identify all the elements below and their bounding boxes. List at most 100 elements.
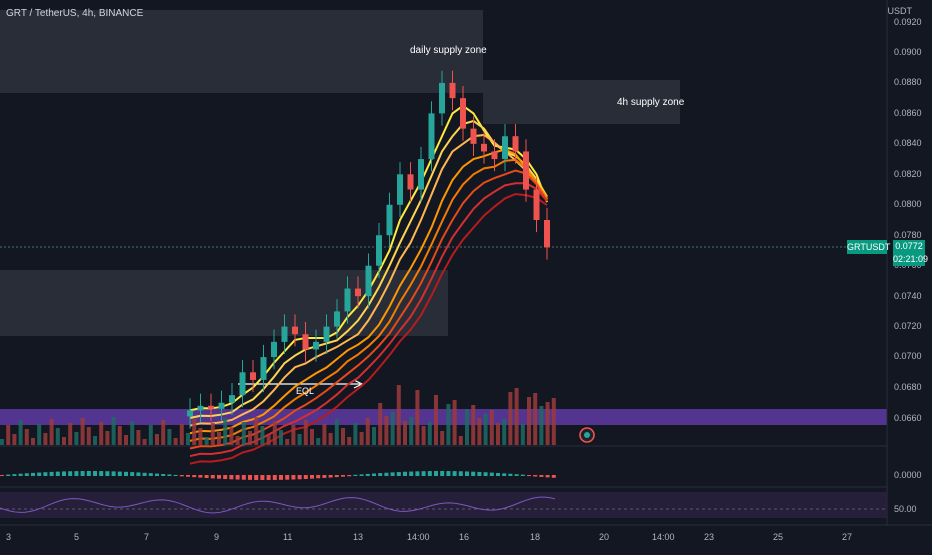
candle: [491, 151, 498, 160]
candle: [323, 326, 330, 342]
macd-bar: [49, 471, 54, 476]
time-tick-label: 25: [773, 532, 784, 542]
volume-bar: [210, 423, 215, 445]
volume-bar: [390, 412, 395, 445]
macd-bar: [372, 473, 376, 476]
volume-bar: [179, 424, 184, 445]
macd-bar: [37, 472, 42, 476]
macd-bar: [80, 471, 85, 476]
macd-bar: [155, 473, 159, 476]
volume-bar: [347, 437, 352, 445]
volume-bar: [31, 438, 35, 445]
macd-bar: [334, 475, 339, 478]
volume-bar: [483, 414, 488, 445]
volume-bar: [279, 430, 283, 445]
macd-bar: [105, 471, 110, 476]
time-tick-label: 20: [599, 532, 610, 542]
volume-bar: [471, 405, 476, 445]
volume-bar: [310, 429, 314, 445]
macd-bar: [291, 475, 296, 480]
macd-bar: [533, 475, 538, 477]
price-axis-unit: USDT: [887, 6, 913, 16]
price-tick-label: 0.0800: [894, 199, 922, 209]
volume-bar: [520, 424, 525, 445]
time-tick-label: 14:00: [407, 532, 430, 542]
volume-bar: [204, 437, 209, 445]
candle: [428, 113, 435, 160]
volume-bar: [545, 402, 550, 445]
price-tick-label: 0.0920: [894, 17, 922, 27]
macd-bar: [12, 474, 17, 476]
candle: [355, 288, 361, 297]
volume-bar: [465, 409, 469, 445]
symbol-price-tag: GRTUSDT: [847, 240, 891, 254]
volume-bar: [148, 425, 153, 445]
volume-bar: [415, 390, 420, 445]
volume-bar: [421, 426, 426, 445]
eql-label: EQL: [296, 386, 315, 396]
volume-bar: [43, 433, 48, 445]
price-tick-label: 0.0820: [894, 169, 922, 179]
volume-bars: [0, 385, 556, 445]
last-price-value: 0.0772: [895, 241, 923, 251]
volume-bar: [372, 427, 376, 445]
macd-bar: [310, 475, 314, 479]
candle: [292, 326, 298, 335]
macd-bar: [248, 475, 252, 480]
bar-countdown: 02:21:09: [893, 254, 929, 264]
candle: [418, 159, 424, 190]
volume-bar: [452, 400, 457, 445]
demand-zone-box: [0, 270, 448, 336]
oscillator-tick-label: 50.00: [894, 504, 917, 514]
macd-bar: [427, 471, 432, 476]
ribbon-line: [189, 192, 548, 465]
volume-bar: [142, 439, 147, 445]
macd-bar: [440, 471, 445, 476]
volume-bar: [446, 404, 451, 445]
price-tick-label: 0.0720: [894, 321, 922, 331]
macd-bar: [111, 471, 116, 476]
macd-bar: [365, 473, 370, 476]
volume-bar: [111, 417, 116, 445]
volume-bar: [291, 425, 296, 445]
volume-bar: [136, 430, 141, 445]
volume-bar: [223, 418, 228, 445]
macd-bar: [551, 475, 556, 478]
volume-bar: [328, 433, 333, 445]
macd-bar: [24, 473, 29, 476]
candle: [449, 82, 456, 99]
volume-bar: [396, 385, 401, 445]
volume-bar: [18, 420, 23, 445]
h4-supply-zone-box: [483, 80, 680, 124]
rsi-line: [0, 496, 556, 514]
candle: [439, 82, 445, 114]
volume-bar: [365, 418, 370, 445]
candle: [281, 326, 288, 342]
candle: [544, 220, 550, 248]
macd-bar: [421, 471, 426, 476]
macd-bar: [285, 475, 290, 480]
volume-bar: [403, 421, 407, 445]
volume-bar: [86, 427, 91, 445]
macd-bar: [434, 471, 438, 476]
macd-bar: [378, 473, 383, 476]
volume-bar: [217, 432, 221, 445]
macd-bar: [179, 475, 184, 477]
volume-bar: [24, 429, 29, 445]
price-tick-label: 0.0880: [894, 77, 922, 87]
candle: [481, 143, 487, 152]
price-tick-label: 0.0680: [894, 382, 922, 392]
macd-bar: [148, 473, 153, 476]
macd-bar: [93, 471, 97, 476]
volume-bar: [241, 422, 246, 445]
volume-bar: [80, 418, 85, 445]
volume-bar: [285, 439, 290, 445]
volume-bar: [186, 433, 190, 445]
macd-bar: [545, 475, 550, 478]
macd-bar: [68, 471, 73, 476]
macd-histogram: [0, 471, 556, 480]
volume-bar: [297, 434, 302, 445]
macd-bar: [229, 475, 234, 480]
